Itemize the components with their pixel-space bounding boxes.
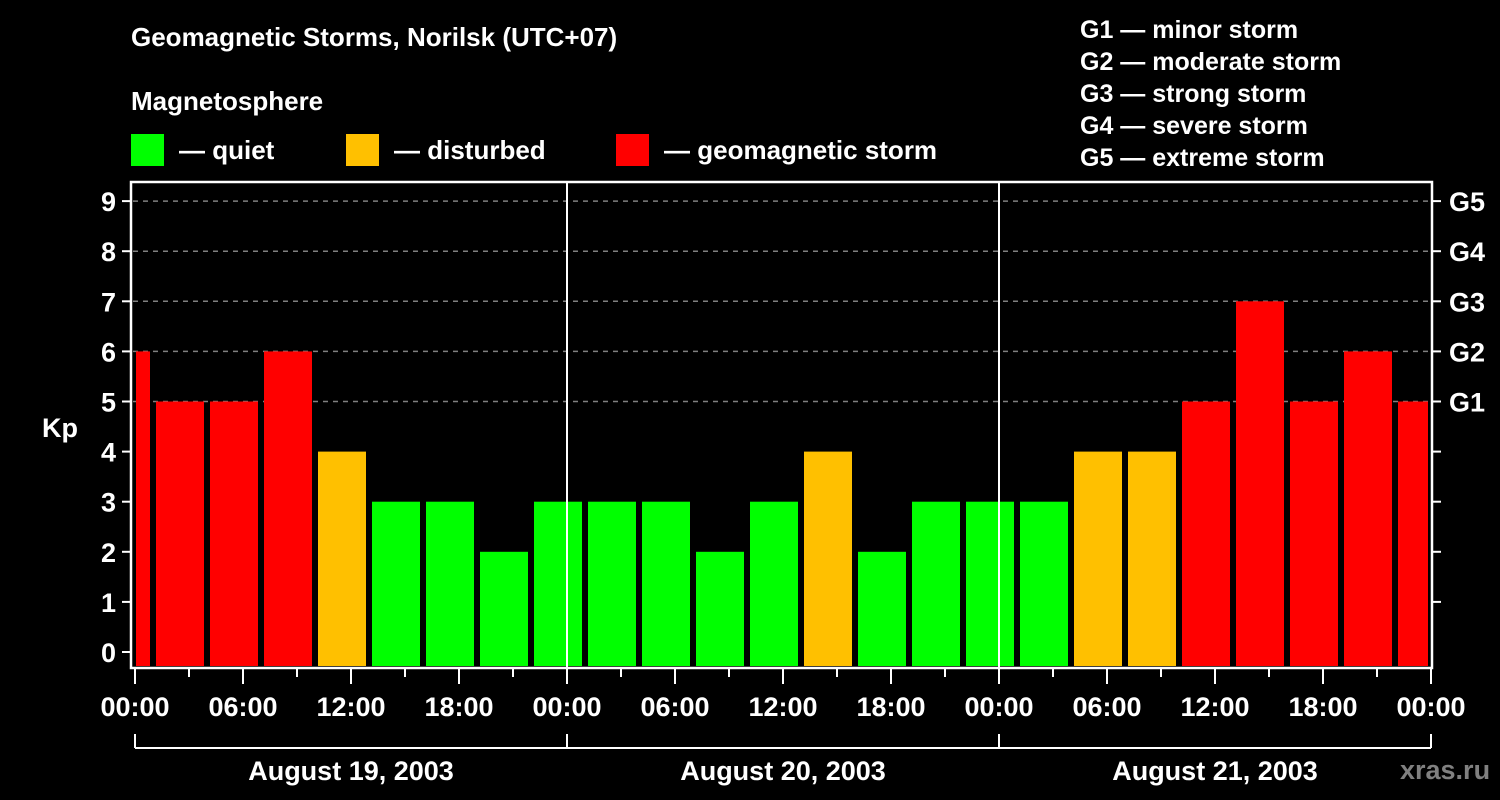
kp-bar — [318, 451, 366, 666]
y-tick-label: 1 — [101, 588, 116, 618]
y-tick-label: 4 — [101, 438, 116, 468]
kp-bar — [750, 501, 798, 666]
legend-swatch-disturbed — [346, 134, 379, 166]
legend-item-storm: — geomagnetic storm — [616, 133, 937, 167]
g-scale-label: G1 — [1449, 388, 1485, 418]
legend-label-storm: — geomagnetic storm — [664, 134, 938, 165]
x-tick-label: 00:00 — [964, 692, 1033, 722]
kp-bar — [136, 351, 150, 666]
legend-label-quiet: — quiet — [179, 134, 275, 165]
x-tick-label: 18:00 — [424, 692, 493, 722]
g-scale-label: G4 — [1449, 237, 1485, 267]
x-tick-label: 12:00 — [316, 692, 385, 722]
kp-bar — [1344, 351, 1392, 666]
kp-bar — [480, 551, 528, 666]
kp-bar — [858, 551, 906, 666]
kp-bar — [966, 501, 1014, 666]
kp-bar — [1236, 301, 1284, 666]
kp-bar — [426, 501, 474, 666]
g-legend-g3: G3 — strong storm — [1080, 80, 1307, 108]
g-scale-legend: G1 — minor storm G2 — moderate storm G3 … — [1080, 14, 1341, 174]
g-legend-g1: G1 — minor storm — [1080, 16, 1299, 44]
x-tick-label: 12:00 — [748, 692, 817, 722]
legend-swatch-storm — [616, 134, 649, 166]
x-tick-label: 06:00 — [1072, 692, 1141, 722]
kp-bar — [1398, 401, 1428, 666]
kp-bar — [372, 501, 420, 666]
kp-bar — [1074, 451, 1122, 666]
kp-bar — [642, 501, 690, 666]
plot-frame — [129, 180, 1434, 670]
legend-label-disturbed: — disturbed — [394, 134, 546, 165]
legend-item-quiet: — quiet — [131, 133, 274, 167]
y-tick-label: 8 — [101, 237, 116, 267]
kp-bar — [1128, 451, 1176, 666]
g-scale-label: G2 — [1449, 337, 1485, 367]
kp-bar — [156, 401, 204, 666]
x-tick-label: 12:00 — [1180, 692, 1249, 722]
y-tick-label: 2 — [101, 538, 116, 568]
x-tick-label: 18:00 — [856, 692, 925, 722]
y-tick-label: 6 — [101, 337, 116, 367]
kp-bar — [912, 501, 960, 666]
legend-item-disturbed: — disturbed — [346, 133, 546, 167]
kp-bar — [534, 501, 582, 666]
kp-bar — [1020, 501, 1068, 666]
y-tick-label: 5 — [101, 388, 116, 418]
y-tick-label: 7 — [101, 287, 116, 317]
kp-bar — [1182, 401, 1230, 666]
x-tick-label: 06:00 — [640, 692, 709, 722]
x-tick-label: 00:00 — [100, 692, 169, 722]
kp-bar — [588, 501, 636, 666]
x-tick-label: 18:00 — [1288, 692, 1357, 722]
x-tick-label: 00:00 — [1396, 692, 1465, 722]
x-tick-label: 00:00 — [532, 692, 601, 722]
kp-bar — [1290, 401, 1338, 666]
kp-bar — [264, 351, 312, 666]
chart-subtitle: Magnetosphere — [131, 86, 324, 116]
kp-bar — [210, 401, 258, 666]
watermark: xras.ru — [1400, 755, 1491, 785]
y-tick-label: 3 — [101, 488, 116, 518]
day-label: August 20, 2003 — [680, 756, 886, 786]
legend-swatch-quiet — [131, 134, 164, 166]
g-scale-label: G3 — [1449, 287, 1485, 317]
g-legend-g5: G5 — extreme storm — [1080, 144, 1325, 172]
g-scale-label: G5 — [1449, 187, 1485, 217]
y-tick-label: 0 — [101, 638, 116, 668]
g-legend-g4: G4 — severe storm — [1080, 112, 1308, 140]
chart-title: Geomagnetic Storms, Norilsk (UTC+07) — [131, 22, 618, 52]
kp-bar — [804, 451, 852, 666]
kp-bar — [696, 551, 744, 666]
day-label: August 19, 2003 — [248, 756, 454, 786]
g-legend-g2: G2 — moderate storm — [1080, 48, 1342, 76]
x-tick-label: 06:00 — [208, 692, 277, 722]
day-label: August 21, 2003 — [1112, 756, 1318, 786]
y-axis-label: Kp — [42, 413, 78, 443]
y-tick-label: 9 — [101, 187, 116, 217]
